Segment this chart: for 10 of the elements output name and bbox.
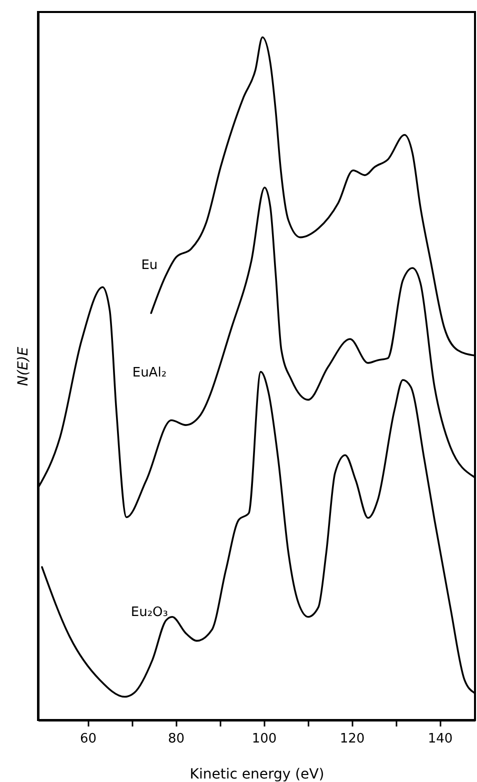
x-tick-label: 140 xyxy=(428,732,453,746)
x-tick-label: 60 xyxy=(80,732,97,746)
x-tick-label: 120 xyxy=(340,732,365,746)
series-label: EuAl₂ xyxy=(132,365,167,380)
x-tick-label: 80 xyxy=(168,732,185,746)
series-label: Eu xyxy=(141,258,158,274)
x-tick-label: 100 xyxy=(252,732,277,746)
x-axis-title: Kinetic energy (eV) xyxy=(190,766,324,782)
series-label: Eu₂O₃ xyxy=(130,604,168,620)
y-axis-title: N(E)E xyxy=(16,346,32,386)
